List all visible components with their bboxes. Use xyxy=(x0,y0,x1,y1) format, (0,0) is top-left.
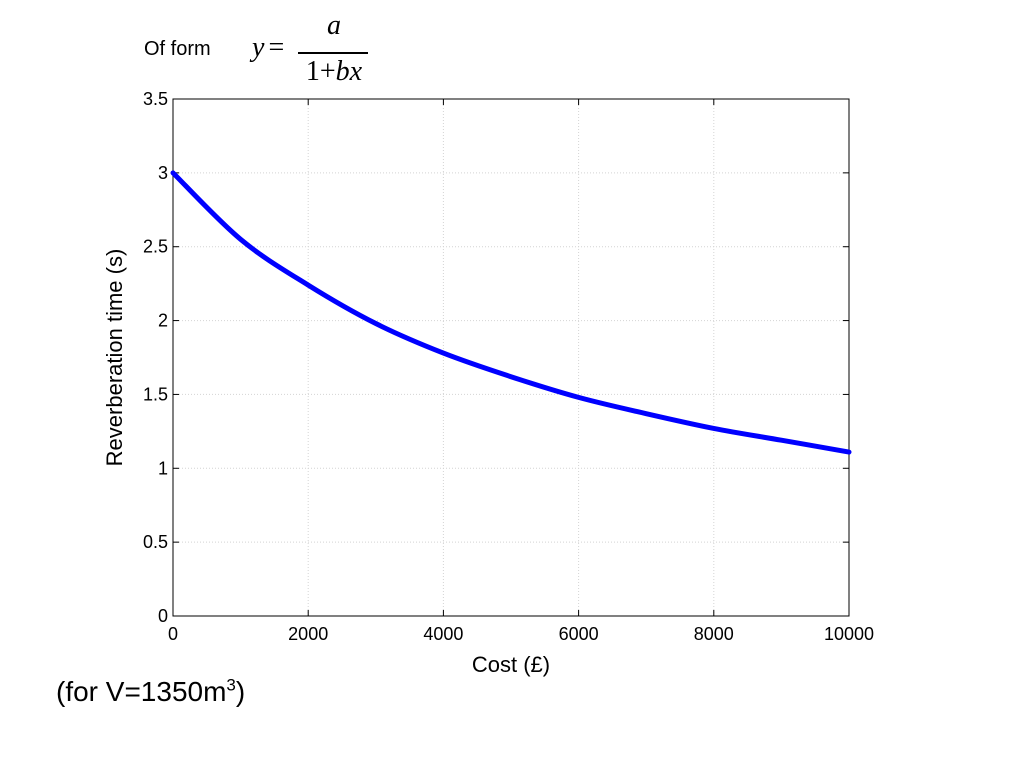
formula-denominator-const: 1+ xyxy=(305,56,336,87)
volume-note-superscript: 3 xyxy=(226,675,236,695)
y-tick-label: 2 xyxy=(158,311,168,331)
formula-equals: = xyxy=(268,32,285,63)
y-tick-label: 3.5 xyxy=(143,89,168,109)
x-tick-label: 4000 xyxy=(423,624,463,644)
plot-frame xyxy=(172,98,850,617)
x-tick-label: 10000 xyxy=(824,624,874,644)
y-tick-label: 0.5 xyxy=(143,532,168,552)
formula-denominator-var: bx xyxy=(335,56,363,87)
x-axis-label: Cost (£) xyxy=(472,652,550,677)
y-tick-label: 1 xyxy=(158,458,168,478)
formula-numerator: a xyxy=(327,10,341,41)
formula-lhs: y = xyxy=(252,32,284,64)
formula-y: y xyxy=(252,32,265,63)
volume-note: (for V=1350m3) xyxy=(56,676,245,708)
volume-note-text: (for V=1350m xyxy=(56,676,227,707)
y-tick-label: 1.5 xyxy=(143,384,168,404)
data-series-line xyxy=(170,170,852,455)
y-tick-label: 0 xyxy=(158,606,168,626)
x-tick-label: 8000 xyxy=(694,624,734,644)
x-tick-label: 0 xyxy=(168,624,178,644)
formula-denominator: 1+bx xyxy=(298,56,370,88)
formula-fraction-bar xyxy=(298,52,368,54)
x-tick-label: 2000 xyxy=(288,624,328,644)
formula: y = a 1+bx xyxy=(252,8,382,90)
volume-note-close: ) xyxy=(235,676,246,707)
y-tick-label: 2.5 xyxy=(143,237,168,257)
y-axis-label: Reverberation time (s) xyxy=(102,249,127,467)
plot-area xyxy=(173,99,849,616)
formula-label: Of form xyxy=(144,38,211,60)
y-tick-label: 3 xyxy=(158,163,168,183)
x-tick-label: 6000 xyxy=(559,624,599,644)
